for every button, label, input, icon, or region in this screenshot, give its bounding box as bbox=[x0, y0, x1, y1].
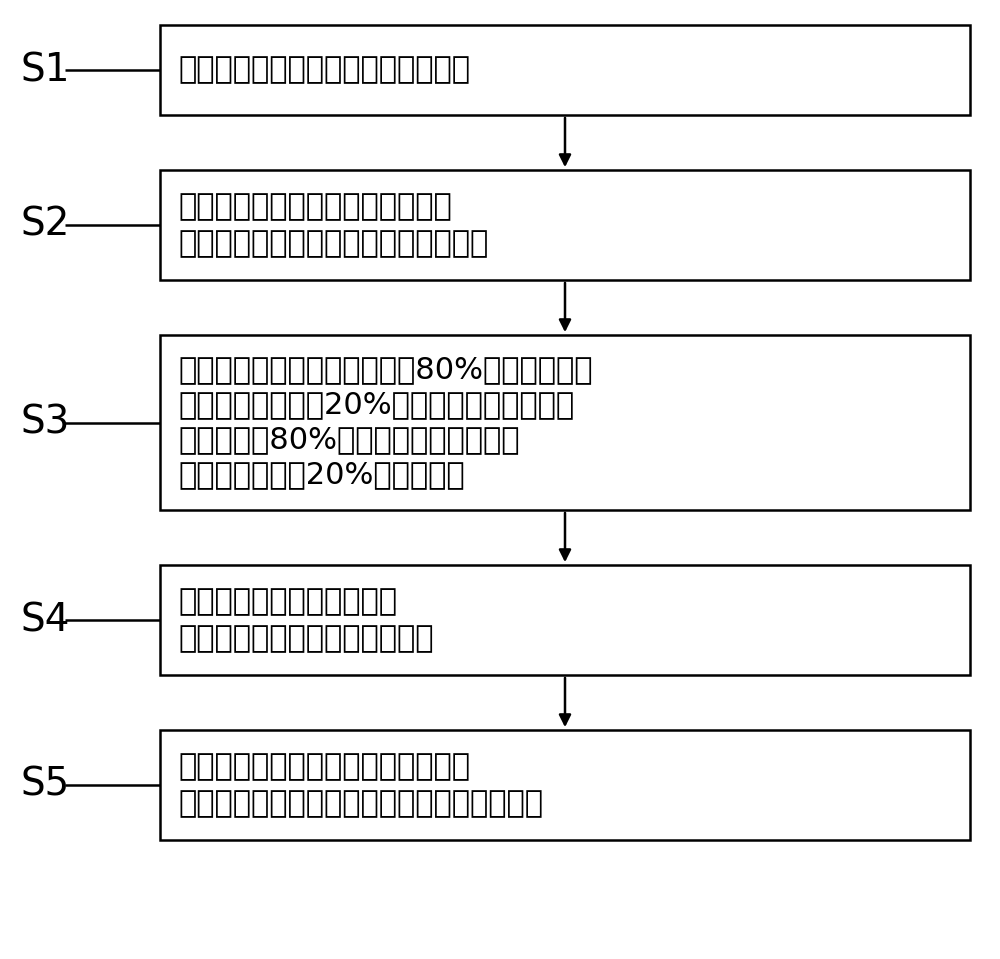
Text: 即可完成冷却循环水节能改造的节能空间估算: 即可完成冷却循环水节能改造的节能空间估算 bbox=[178, 789, 543, 818]
Text: 收集冷却循环水流量和压力历史数据: 收集冷却循环水流量和压力历史数据 bbox=[178, 56, 470, 84]
Text: 计算静态节能率与动态节能率之和，: 计算静态节能率与动态节能率之和， bbox=[178, 752, 470, 782]
Text: 最后计算年平均，即动态节能率: 最后计算年平均，即动态节能率 bbox=[178, 624, 434, 653]
Text: 然后再算出扬程的比例，即静态节能率: 然后再算出扬程的比例，即静态节能率 bbox=[178, 229, 488, 258]
Text: S2: S2 bbox=[20, 206, 70, 244]
Text: S4: S4 bbox=[20, 601, 70, 639]
Bar bbox=[160, 25, 970, 115]
Text: S3: S3 bbox=[20, 404, 70, 441]
Bar bbox=[160, 170, 970, 280]
Text: S5: S5 bbox=[20, 766, 70, 804]
Bar bbox=[160, 730, 970, 840]
Bar bbox=[160, 565, 970, 675]
Text: 同时使扬程高于20%的压差数据: 同时使扬程高于20%的压差数据 bbox=[178, 460, 465, 489]
Text: 在变频后的温差不得超过当月80%的温差数据、: 在变频后的温差不得超过当月80%的温差数据、 bbox=[178, 356, 592, 385]
Bar bbox=[160, 335, 970, 510]
Text: 先通过流量比计算出频率的变化，: 先通过流量比计算出频率的变化， bbox=[178, 192, 452, 222]
Text: 将超过当月80%的温差定为设定温差，: 将超过当月80%的温差定为设定温差， bbox=[178, 426, 520, 455]
Text: 计算每个月的动态节能率，: 计算每个月的动态节能率， bbox=[178, 587, 397, 617]
Text: 扬程不得低于当月20%的压差数据的限制下，: 扬程不得低于当月20%的压差数据的限制下， bbox=[178, 390, 574, 419]
Text: S1: S1 bbox=[20, 51, 70, 89]
